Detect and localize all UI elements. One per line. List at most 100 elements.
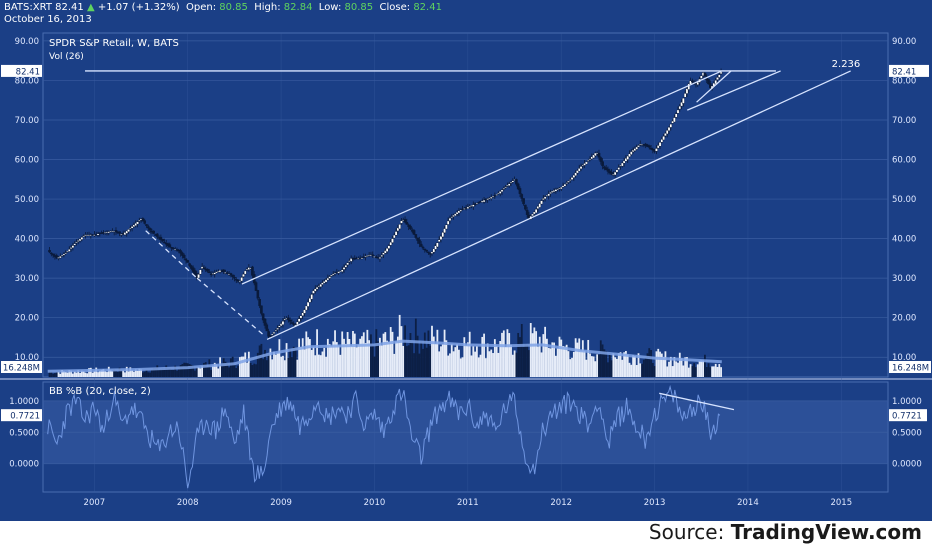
volume-bar [115, 370, 117, 377]
volume-bar [88, 368, 90, 377]
fib-label: 2.236 [832, 59, 861, 70]
candle-body [75, 241, 78, 244]
y-tick-right: 60.00 [892, 156, 916, 166]
candle-body [673, 117, 676, 123]
volume-bar [208, 359, 211, 377]
volume-bar [145, 370, 148, 377]
candle-body [392, 234, 396, 239]
volume-bar [395, 341, 397, 377]
candle-body [520, 194, 524, 199]
candle-body [601, 161, 604, 167]
y-tick-right: 30.00 [892, 274, 916, 284]
candle-body [179, 250, 182, 254]
volume-bar [269, 348, 272, 377]
volume-bar [278, 339, 281, 377]
volume-bar [174, 365, 177, 377]
trendline-dashed-b [196, 277, 265, 336]
high-label: High: [254, 2, 281, 13]
candle-body [439, 235, 443, 240]
volume-bar [449, 353, 451, 377]
volume-bar [242, 356, 245, 377]
volume-bar [80, 370, 83, 377]
volume-bar [535, 331, 538, 377]
source-brand: TradingView.com [730, 520, 922, 544]
candle-body [649, 147, 653, 150]
volume-bar [700, 360, 703, 377]
candle-body [234, 279, 238, 281]
candle-body [296, 321, 299, 326]
candle-body [423, 248, 427, 251]
main-pane-title: SPDR S&P Retail, W, BATS [49, 38, 179, 49]
candle-body [67, 249, 71, 252]
volume-bar [610, 360, 613, 377]
x-tick-label: 2012 [550, 498, 572, 508]
volume-bar [558, 336, 561, 377]
volume-bar [515, 352, 518, 377]
candle-body [680, 102, 683, 107]
volume-bar [273, 351, 275, 377]
volume-bar [82, 370, 85, 377]
candle-body [270, 333, 274, 336]
volume-bar [183, 362, 186, 377]
candle-body [516, 183, 520, 190]
candle-body [656, 145, 660, 149]
volume-bar [422, 348, 424, 377]
candle-body [454, 213, 457, 217]
candle-body [163, 241, 166, 244]
volume-bar [590, 356, 593, 377]
volume-bar [131, 370, 134, 377]
candle-body [448, 217, 452, 221]
volume-bar [156, 365, 159, 377]
low-label: Low: [318, 2, 342, 13]
volume-bar [97, 372, 99, 377]
candle-body [222, 269, 226, 272]
volume-bar [689, 364, 692, 377]
volume-bar [63, 371, 65, 377]
volume-bar [686, 357, 688, 377]
volume-bar [194, 370, 196, 377]
candle-body [161, 238, 164, 242]
volume-bar [109, 370, 112, 377]
volume-bar [425, 347, 428, 377]
volume-bar [133, 371, 135, 377]
volume-bar [161, 368, 164, 377]
volume-bar [197, 366, 200, 377]
volume-bar [599, 340, 602, 377]
volume-bar [301, 338, 304, 377]
candle-body [574, 172, 577, 176]
candle-body [138, 220, 141, 222]
volume-bar [66, 372, 69, 377]
volume-bar [201, 366, 204, 377]
candle-body [190, 265, 193, 269]
candle-body [585, 161, 588, 165]
volume-bar [391, 331, 394, 377]
volume-bar [54, 373, 56, 377]
y-tick-left: 80.00 [15, 76, 39, 86]
volume-bar [477, 357, 480, 377]
candle-body [486, 198, 489, 200]
candle-body [428, 253, 432, 255]
candle-body [197, 274, 200, 279]
candle-body [471, 204, 475, 207]
candle-body [387, 245, 391, 249]
candle-body [233, 277, 236, 279]
volume-bar [334, 330, 336, 377]
candle-body [660, 139, 664, 143]
candle-body [716, 77, 719, 80]
candle-body [405, 222, 409, 225]
volume-bar [124, 372, 126, 377]
y-tick-left: 70.00 [15, 116, 39, 126]
volume-bar [554, 355, 557, 377]
volume-bar [219, 357, 222, 377]
volume-bar [714, 363, 717, 377]
candle-body [572, 174, 576, 178]
candle-body [261, 313, 265, 321]
candle-body [141, 218, 145, 222]
candle-body [123, 232, 127, 236]
candle-body [181, 252, 184, 256]
volume-bar [203, 362, 205, 377]
volume-bar [718, 364, 721, 377]
volume-bar [621, 359, 624, 377]
x-tick-label: 2015 [830, 498, 852, 508]
volume-bar [490, 349, 493, 377]
